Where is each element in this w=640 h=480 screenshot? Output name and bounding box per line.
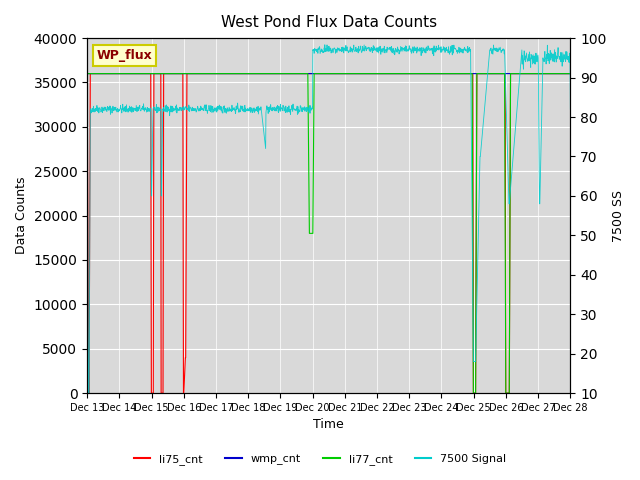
wmp_cnt xyxy=(316,71,323,76)
li77_cnt xyxy=(513,71,521,76)
Legend: li75_cnt, wmp_cnt, li77_cnt, 7500 Signal: li75_cnt, wmp_cnt, li77_cnt, 7500 Signal xyxy=(129,450,511,469)
li75_cnt xyxy=(85,390,93,396)
Line: li77_cnt: li77_cnt xyxy=(87,73,570,393)
li75_cnt xyxy=(316,71,324,76)
li75_cnt xyxy=(159,390,167,396)
7500 Signal xyxy=(307,106,314,111)
7500 Signal xyxy=(443,48,451,53)
Title: West Pond Flux Data Counts: West Pond Flux Data Counts xyxy=(221,15,437,30)
wmp_cnt xyxy=(560,71,568,76)
7500 Signal xyxy=(83,105,91,111)
7500 Signal xyxy=(561,56,568,61)
li77_cnt xyxy=(307,230,314,236)
7500 Signal xyxy=(566,106,574,112)
wmp_cnt xyxy=(83,71,91,76)
Line: 7500 Signal: 7500 Signal xyxy=(87,45,570,425)
li77_cnt xyxy=(159,71,166,76)
Y-axis label: 7500 SS: 7500 SS xyxy=(612,190,625,241)
li75_cnt xyxy=(442,71,450,76)
Text: WP_flux: WP_flux xyxy=(97,49,152,62)
li75_cnt xyxy=(513,71,521,76)
wmp_cnt xyxy=(307,71,314,76)
li75_cnt xyxy=(307,71,314,76)
li77_cnt xyxy=(470,390,477,396)
wmp_cnt xyxy=(442,71,450,76)
li77_cnt xyxy=(83,71,91,76)
Line: li75_cnt: li75_cnt xyxy=(87,73,570,393)
wmp_cnt xyxy=(513,71,521,76)
wmp_cnt xyxy=(566,71,574,76)
li75_cnt xyxy=(561,71,568,76)
7500 Signal xyxy=(321,42,329,48)
li75_cnt xyxy=(566,71,574,76)
X-axis label: Time: Time xyxy=(314,419,344,432)
Y-axis label: Data Counts: Data Counts xyxy=(15,177,28,254)
li77_cnt xyxy=(442,71,450,76)
7500 Signal xyxy=(316,45,324,51)
7500 Signal xyxy=(85,422,93,428)
li77_cnt xyxy=(316,71,323,76)
li77_cnt xyxy=(561,71,568,76)
7500 Signal xyxy=(159,107,167,112)
li77_cnt xyxy=(566,71,574,76)
wmp_cnt xyxy=(159,71,166,76)
7500 Signal xyxy=(514,101,522,107)
li75_cnt xyxy=(83,71,91,76)
